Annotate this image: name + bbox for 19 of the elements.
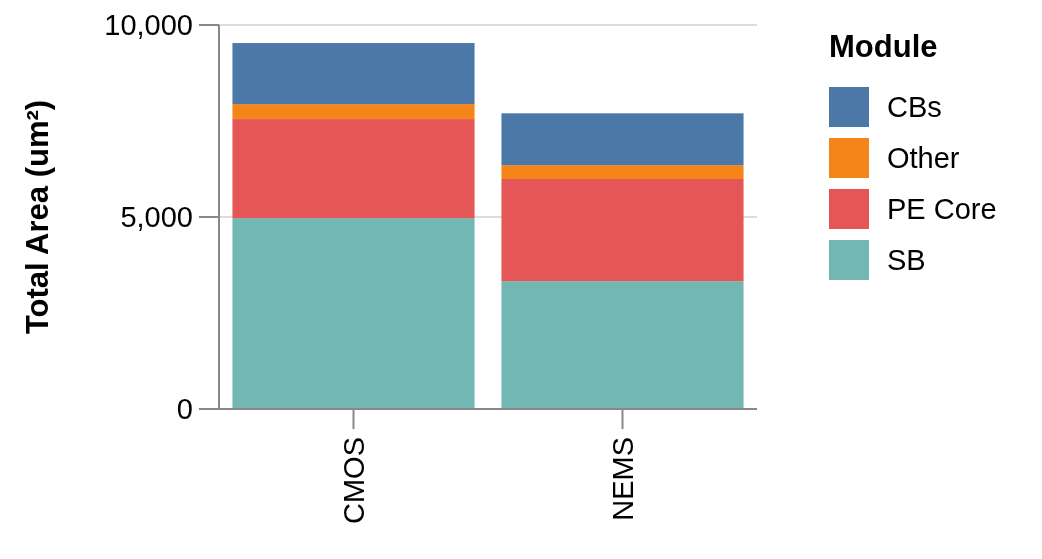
bar [232, 43, 475, 105]
legend-title: Module [829, 29, 938, 64]
x-tick-label: CMOS [337, 437, 370, 524]
bar [501, 165, 744, 179]
bar [501, 178, 744, 282]
bar [501, 113, 744, 166]
bar [232, 119, 475, 219]
bar [501, 281, 744, 409]
bar [232, 104, 475, 120]
bar [232, 218, 475, 409]
y-tick-label: 5,000 [120, 201, 193, 234]
x-tick-label: NEMS [606, 437, 639, 521]
legend-label: CBs [887, 91, 942, 124]
legend-label: SB [887, 244, 926, 277]
y-axis-title: Total Area (um²) [20, 99, 55, 335]
legend-label: PE Core [887, 193, 997, 226]
y-tick-label: 0 [176, 393, 193, 426]
y-tick-label: 10,000 [104, 9, 193, 42]
legend-label: Other [887, 142, 960, 175]
